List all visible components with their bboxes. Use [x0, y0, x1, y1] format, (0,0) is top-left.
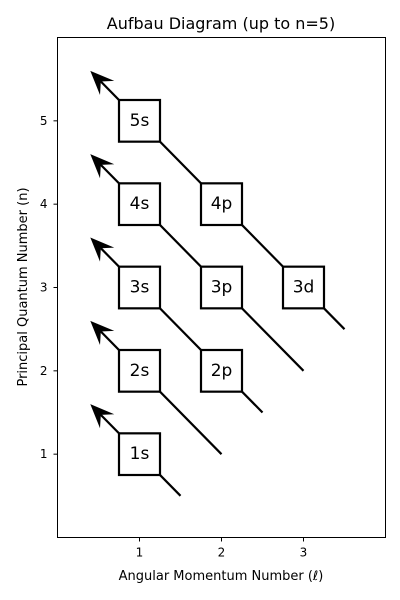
y-tick-label: 5 — [40, 114, 48, 128]
orbital-boxes: 1s 2s 2p 3s 3p 3d 4s 4p 5s — [117, 98, 326, 477]
orbital-box-frame — [199, 182, 244, 227]
x-tick-label: 1 — [136, 546, 144, 560]
orbital-label: 3p — [211, 278, 233, 298]
orbital-box-frame — [199, 348, 244, 393]
orbital-label: 5s — [130, 111, 150, 131]
orbital-label: 4p — [211, 194, 233, 214]
orbital-label: 4s — [130, 194, 150, 214]
orbital-box: 3d — [281, 265, 326, 310]
orbital-box: 2p — [199, 348, 244, 393]
arrowhead — [90, 70, 115, 95]
orbital-box: 4s — [117, 182, 162, 227]
arrowhead — [90, 320, 115, 345]
orbital-box-frame — [117, 265, 162, 310]
arrowhead — [90, 404, 115, 429]
x-axis-label: Angular Momentum Number (ℓ) — [119, 569, 324, 584]
orbital-label: 1s — [130, 444, 150, 464]
orbital-box: 2s — [117, 348, 162, 393]
y-tick-label: 4 — [40, 197, 48, 211]
orbital-label: 3d — [293, 278, 315, 298]
x-tick-label: 3 — [300, 546, 308, 560]
orbital-box: 3p — [199, 265, 244, 310]
y-axis-label: Principal Quantum Number (n) — [16, 187, 31, 386]
x-ticks: 1 2 3 — [136, 537, 308, 560]
x-tick-label: 2 — [218, 546, 226, 560]
orbital-box-frame — [199, 265, 244, 310]
orbital-box-frame — [117, 98, 162, 143]
orbital-box-frame — [117, 348, 162, 393]
chart-title: Aufbau Diagram (up to n=5) — [107, 14, 335, 33]
arrowhead — [90, 154, 115, 179]
y-tick-label: 2 — [40, 364, 48, 378]
orbital-box-frame — [281, 265, 326, 310]
orbital-box: 5s — [117, 98, 162, 143]
orbital-box: 3s — [117, 265, 162, 310]
orbital-box: 4p — [199, 182, 244, 227]
orbital-box-frame — [117, 182, 162, 227]
orbital-box: 1s — [117, 432, 162, 477]
y-tick-label: 3 — [40, 281, 48, 295]
orbital-label: 3s — [130, 278, 150, 298]
orbital-box-frame — [117, 432, 162, 477]
arrowhead — [90, 237, 115, 262]
y-tick-label: 1 — [40, 447, 48, 461]
orbital-label: 2s — [130, 361, 150, 381]
orbital-label: 2p — [211, 361, 233, 381]
y-ticks: 1 2 3 4 5 — [40, 114, 58, 461]
